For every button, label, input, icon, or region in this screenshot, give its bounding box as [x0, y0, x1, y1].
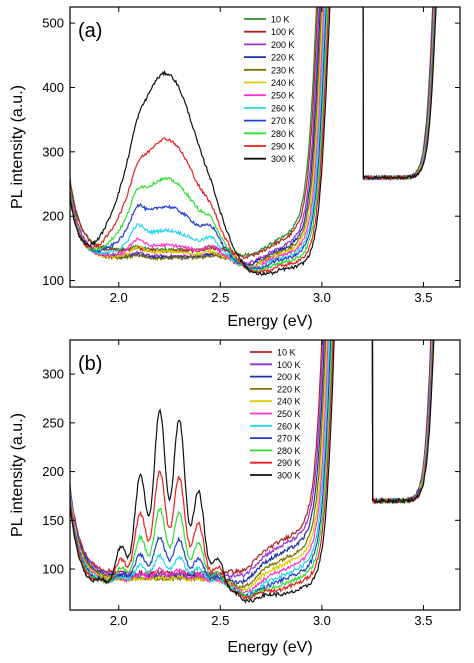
legend-label: 250 K	[277, 409, 301, 419]
series-line	[70, 340, 434, 599]
series-line	[70, 340, 433, 595]
x-tick-label: 3.0	[313, 290, 331, 305]
legend-label: 270 K	[271, 116, 295, 126]
legend-label: 250 K	[271, 91, 295, 101]
y-tick-label: 300	[42, 144, 64, 159]
x-tick-label: 2.5	[211, 613, 229, 628]
legend-label: 200 K	[271, 40, 295, 50]
x-tick-label: 3.0	[313, 613, 331, 628]
y-tick-label: 200	[42, 464, 64, 479]
legend-label: 290 K	[271, 142, 295, 152]
x-tick-label: 2.5	[211, 290, 229, 305]
legend-label: 10 K	[271, 15, 290, 25]
y-axis-ticks-b: 100 150 200 250 300	[42, 367, 460, 577]
legend-label: 230 K	[271, 65, 295, 75]
series-line	[70, 7, 436, 272]
curves-panel-b	[70, 340, 435, 604]
legend-label: 270 K	[277, 434, 301, 444]
x-tick-label: 3.5	[414, 290, 432, 305]
series-line	[70, 340, 434, 597]
legend-label: 240 K	[277, 397, 301, 407]
y-axis-title-a: PL intensity (a.u.)	[9, 85, 26, 209]
legend-label: 260 K	[271, 103, 295, 113]
x-axis-title-b: Energy (eV)	[227, 639, 312, 656]
x-axis-ticks-a: 2.0 2.5 3.0 3.5	[110, 7, 432, 305]
series-line	[70, 7, 434, 260]
series-line	[70, 7, 436, 273]
series-line	[70, 340, 435, 604]
legend-label: 220 K	[271, 53, 295, 63]
legend-label: 220 K	[277, 384, 301, 394]
legend-label: 300 K	[271, 154, 295, 164]
series-line	[70, 7, 434, 257]
panel-a: 100 200 300 400 500 2.0 2.5 3.0 3.5 (a) Energy …	[9, 6, 461, 330]
y-tick-label: 100	[42, 273, 64, 288]
x-axis-title-a: Energy (eV)	[227, 313, 312, 330]
y-axis-title-b: PL intensity (a.u.)	[9, 413, 26, 537]
legend-label: 290 K	[277, 458, 301, 468]
legend-label: 240 K	[271, 78, 295, 88]
panel-b: 100 150 200 250 300 2.0 2.5 3.0 3.5 (b) Energy …	[9, 339, 461, 656]
series-line	[70, 340, 434, 598]
y-tick-label: 250	[42, 415, 64, 430]
y-tick-label: 150	[42, 513, 64, 528]
legend-label: 280 K	[277, 446, 301, 456]
y-tick-label: 300	[42, 367, 64, 382]
x-tick-label: 2.0	[110, 613, 128, 628]
legend-label: 100 K	[271, 27, 295, 37]
x-axis-ticks-b: 2.0 2.5 3.0 3.5	[110, 340, 432, 628]
plot-frame-b	[69, 339, 461, 611]
series-line	[70, 7, 437, 273]
x-tick-label: 3.5	[414, 613, 432, 628]
series-line	[70, 340, 432, 585]
panel-label-a: (a)	[78, 20, 102, 42]
legend-label: 300 K	[277, 471, 301, 481]
y-axis-ticks-a: 100 200 300 400 500	[42, 16, 460, 288]
panel-label-b: (b)	[78, 353, 102, 375]
legend-label: 280 K	[271, 129, 295, 139]
y-tick-label: 500	[42, 16, 64, 31]
legend-label: 200 K	[277, 372, 301, 382]
series-line	[70, 340, 432, 579]
series-line	[70, 7, 437, 275]
plot-frame-a	[69, 6, 461, 288]
legend-label: 100 K	[277, 360, 301, 370]
curves-panel-a	[70, 7, 437, 277]
y-tick-label: 400	[42, 80, 64, 95]
series-line	[70, 340, 435, 600]
legend-label: 10 K	[277, 348, 296, 358]
legend-a: 10 K 100 K 200 K 220 K 230 K 240 K 250 K 260 K 2…	[244, 15, 295, 164]
y-tick-label: 100	[42, 562, 64, 577]
series-line	[70, 7, 436, 271]
series-line	[70, 7, 437, 277]
x-tick-label: 2.0	[110, 290, 128, 305]
y-tick-label: 200	[42, 209, 64, 224]
legend-label: 260 K	[277, 421, 301, 431]
legend-b: 10 K 100 K 200 K 220 K 240 K 250 K 260 K 270 K 2…	[250, 348, 301, 481]
